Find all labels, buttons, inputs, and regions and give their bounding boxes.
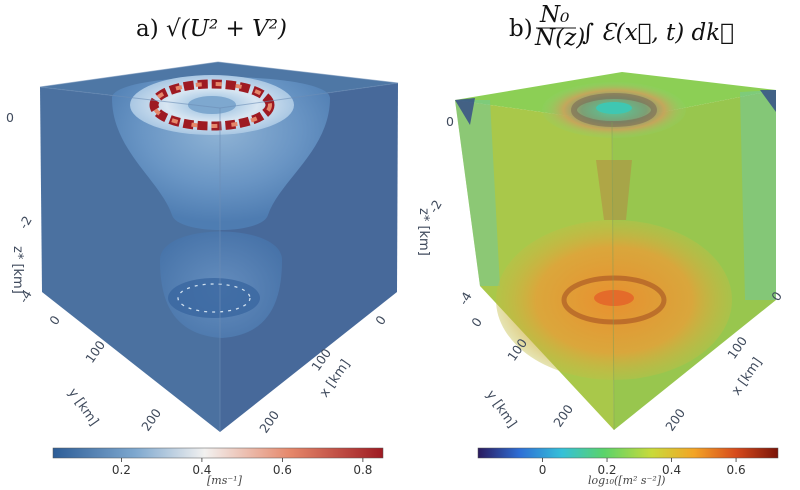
right-title-integral: ∫ Ɛ(x⃗, t) dk⃗ — [582, 20, 734, 46]
right-central-column — [596, 160, 632, 220]
right-colorbar-unit: log₁₀([m² s⁻²]) — [588, 474, 665, 487]
left-cube — [39, 61, 399, 432]
right-x-tick-2: 200 — [662, 406, 688, 434]
right-colorbar-tick-label-2: 0.4 — [662, 463, 681, 477]
right-z-tick-0: 0 — [446, 114, 454, 129]
right-top-ring-dark — [571, 93, 657, 127]
left-y-tick-1: 100 — [82, 338, 108, 366]
left-colorbar-gradient — [52, 447, 384, 459]
right-y-tick-2: 200 — [550, 402, 576, 430]
left-y-tick-2: 200 — [138, 406, 164, 434]
right-title-numerator: N₀ — [539, 2, 569, 28]
left-z-tick-1: -2 — [16, 213, 35, 231]
left-panel: a) √(U² + V²) — [6, 16, 399, 487]
left-colorbar-unit: [ms⁻¹] — [207, 474, 243, 487]
right-cube — [455, 72, 776, 431]
left-x-tick-0: 0 — [372, 313, 389, 328]
right-lower-ring — [561, 275, 667, 325]
left-lower-vortex — [168, 278, 260, 318]
left-y-axis-label: y [km] — [65, 386, 101, 429]
right-colorbar-gradient — [477, 447, 779, 459]
left-colorbar-ticks: 0.2 0.4 0.6 0.8 — [112, 458, 372, 477]
left-colorbar: 0.2 0.4 0.6 0.8 [ms⁻¹] — [52, 447, 384, 487]
left-vortex-core — [188, 96, 236, 114]
right-z-tick-2: -4 — [456, 289, 475, 307]
left-z-tick-0: 0 — [6, 110, 14, 125]
right-colorbar: 0 0.2 0.4 0.6 log₁₀([m² s⁻²]) — [477, 447, 779, 487]
right-colorbar-tick-label-1: 0.2 — [597, 463, 616, 477]
left-title-formula: √(U² + V²) — [166, 16, 287, 42]
right-lower-core — [594, 290, 634, 306]
right-y-axis-label: y [km] — [483, 388, 519, 431]
right-colorbar-tick-label-0: 0 — [539, 463, 547, 477]
left-x-tick-2: 200 — [256, 408, 282, 436]
left-colorbar-tick-label-3: 0.8 — [353, 463, 372, 477]
left-title-prefix: a) — [136, 16, 159, 42]
left-vortex-ring-inner — [152, 82, 272, 128]
right-colorbar-ticks: 0 0.2 0.4 0.6 — [539, 458, 746, 477]
right-y-tick-0: 0 — [468, 315, 485, 330]
right-z-axis-label: z* [km] — [416, 208, 431, 256]
right-title-denominator: N(z) — [534, 25, 585, 51]
left-lower-vortex-arrows — [177, 283, 251, 313]
left-colorbar-tick-label-0: 0.2 — [112, 463, 131, 477]
right-top-ring-core — [596, 102, 632, 114]
right-title-prefix: b) — [509, 16, 533, 42]
right-x-axis-label: x [km] — [729, 355, 765, 398]
left-colorbar-tick-label-1: 0.4 — [192, 463, 211, 477]
left-vortex-ring — [149, 79, 275, 131]
left-z-axis-label: z* [km] — [10, 246, 25, 294]
right-colorbar-tick-label-3: 0.6 — [727, 463, 746, 477]
right-panel: b) N₀ N(z) ∫ Ɛ(x⃗, t) dk⃗ — [416, 2, 785, 487]
left-colorbar-tick-label-2: 0.6 — [273, 463, 292, 477]
left-y-tick-0: 0 — [46, 313, 63, 328]
